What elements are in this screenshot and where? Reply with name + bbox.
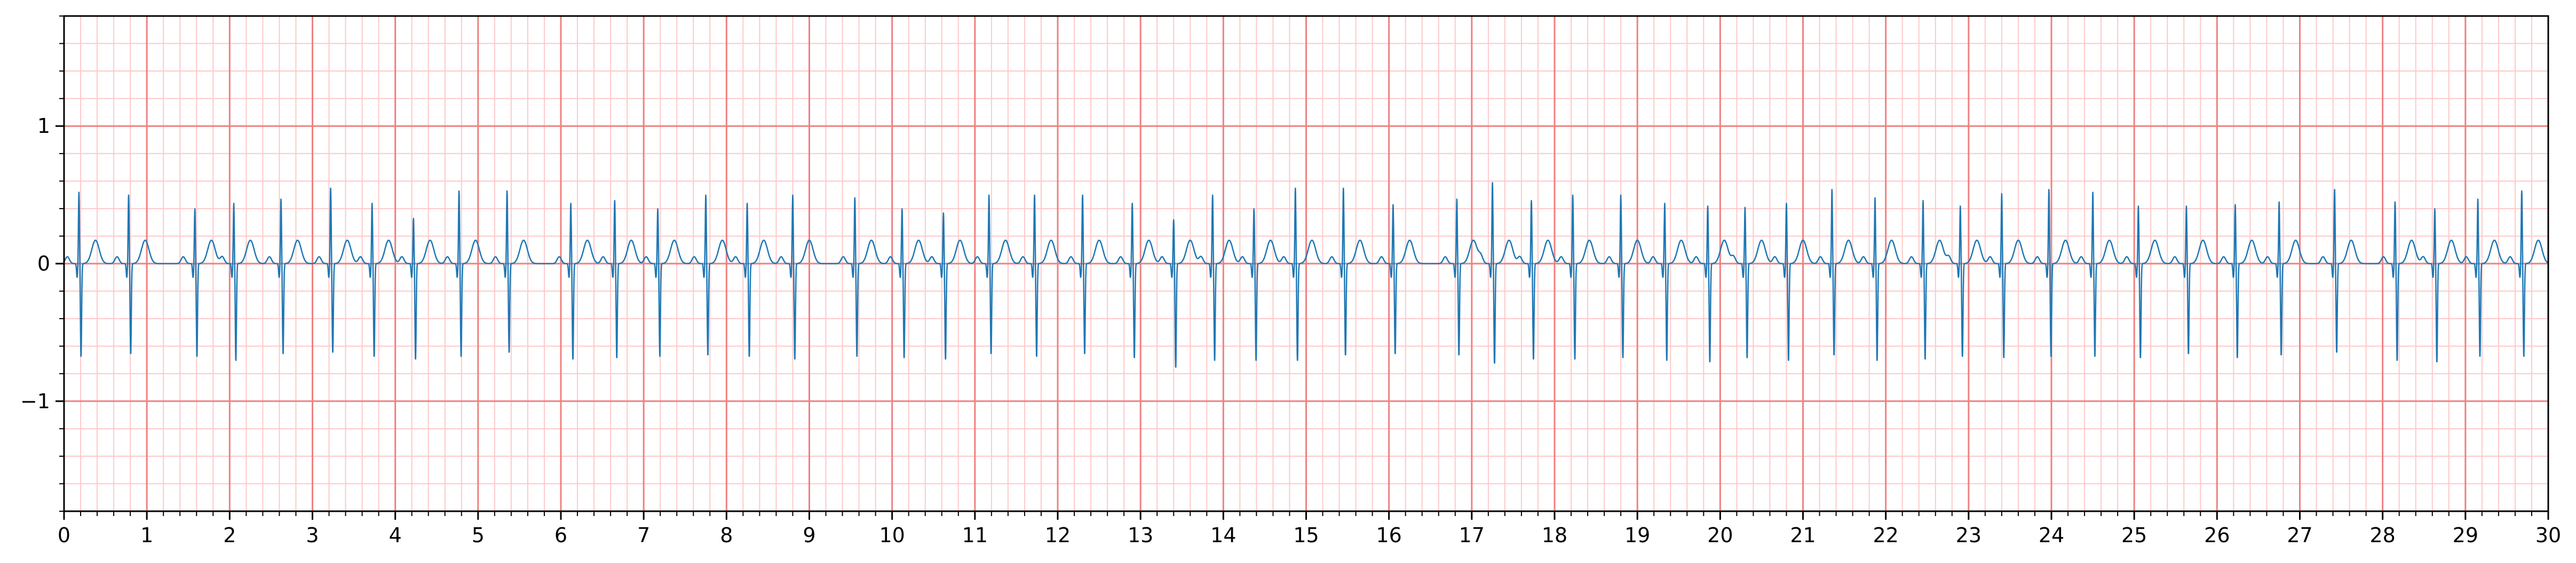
x-tick-label: 12	[1045, 524, 1071, 547]
ecg-trace-layer	[63, 182, 2549, 368]
x-tick-label: 0	[58, 524, 70, 547]
x-tick-label: 11	[962, 524, 988, 547]
x-tick-label: 9	[803, 524, 815, 547]
x-tick-label: 5	[472, 524, 485, 547]
ecg-trace-line	[63, 182, 2549, 368]
x-tick-label: 17	[1459, 524, 1485, 547]
x-tick-label: 16	[1376, 524, 1401, 547]
x-tick-label: 27	[2287, 524, 2312, 547]
x-tick-label: 14	[1210, 524, 1236, 547]
x-tick-label: 28	[2369, 524, 2395, 547]
x-tick-label: 4	[389, 524, 402, 547]
x-tick-label: 22	[1873, 524, 1898, 547]
x-tick-label: 3	[306, 524, 319, 547]
y-tick-label: 0	[37, 252, 50, 275]
x-tick-label: 18	[1542, 524, 1567, 547]
y-tick-label: −1	[20, 390, 50, 413]
x-tick-label: 21	[1790, 524, 1816, 547]
tick-labels: 0 1 2 3 4 5 6 7 8 9 10 11 12 13 14 15 16 17 18 19 20 21 22 23 24…	[20, 114, 2561, 547]
x-tick-label: 15	[1293, 524, 1319, 547]
x-tick-label: 26	[2204, 524, 2230, 547]
x-tick-label: 19	[1624, 524, 1650, 547]
x-tick-label: 30	[2535, 524, 2561, 547]
x-tick-label: 13	[1128, 524, 1153, 547]
x-tick-label: 7	[637, 524, 650, 547]
y-tick-label: 1	[37, 114, 50, 138]
x-tick-label: 8	[720, 524, 733, 547]
x-tick-label: 1	[140, 524, 153, 547]
axes	[56, 15, 2549, 520]
x-tick-label: 6	[554, 524, 567, 547]
x-tick-label: 24	[2039, 524, 2064, 547]
x-tick-label: 2	[223, 524, 236, 547]
x-tick-label: 20	[1707, 524, 1733, 547]
x-tick-label: 25	[2121, 524, 2147, 547]
x-tick-label: 23	[1956, 524, 1981, 547]
x-tick-label: 10	[879, 524, 905, 547]
x-tick-label: 29	[2453, 524, 2478, 547]
